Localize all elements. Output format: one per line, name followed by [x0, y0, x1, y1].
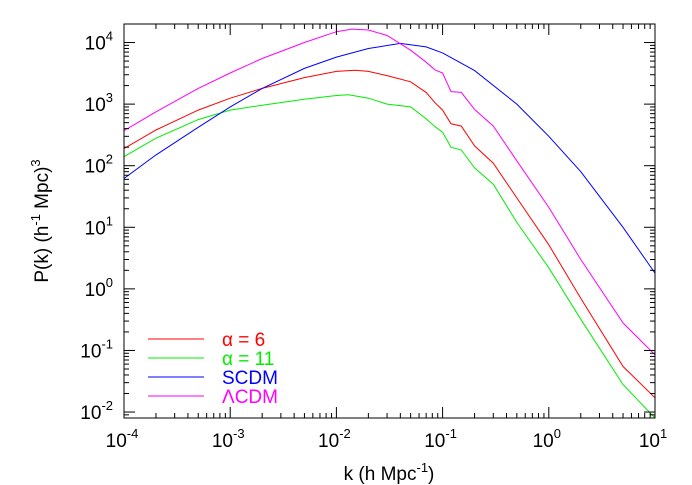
series-layer	[123, 28, 656, 419]
y-tick-label: 101	[85, 213, 113, 239]
x-tick-label: 10-1	[424, 426, 457, 452]
y-tick-label: 102	[85, 152, 113, 178]
y-tick-label: 10-1	[80, 336, 113, 362]
series-line-0	[123, 69, 656, 399]
y-tick-label: 10-2	[80, 398, 113, 424]
y-tick-label: 100	[85, 275, 113, 301]
series-line-2	[123, 42, 656, 274]
x-tick-label: 10-4	[106, 426, 139, 452]
legend-label-3: ΛCDM	[222, 387, 278, 408]
x-tick-label: 10-3	[212, 426, 245, 452]
x-tick-label: 101	[639, 426, 667, 452]
legend-label-2: SCDM	[222, 368, 278, 389]
y-tick-label: 104	[85, 29, 113, 55]
series-line-1	[123, 94, 656, 419]
x-tick-label: 10-2	[318, 426, 351, 452]
legend-label-0: α = 6	[222, 330, 265, 351]
y-tick-label: 103	[85, 90, 113, 116]
series-line-3	[123, 28, 656, 356]
legend-label-1: α = 11	[222, 349, 274, 370]
x-tick-label: 100	[533, 426, 561, 452]
x-axis-title: k (h Mpc-1)	[344, 460, 435, 485]
tick-labels-layer: 10-4 10-3 10-2 10-1 100 101 10-2 10-1 100 101 102 1…	[80, 29, 667, 452]
ticks-layer	[123, 23, 656, 419]
plot-frame	[123, 23, 656, 419]
y-axis-title: P(k) (h-1 Mpc)3	[28, 159, 53, 282]
